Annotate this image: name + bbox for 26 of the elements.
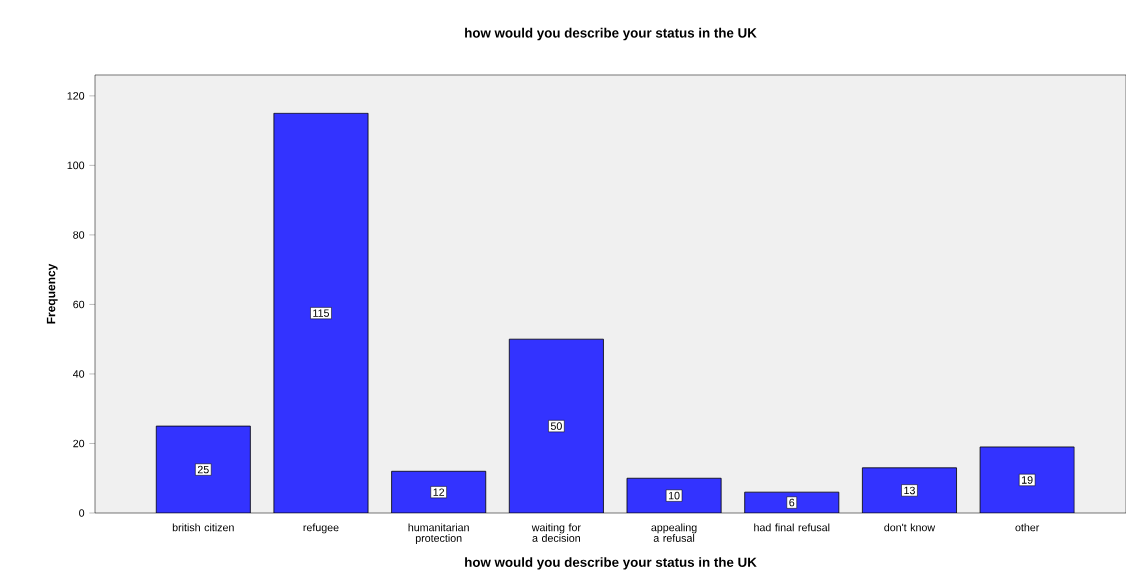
x-tick-label: refugee (303, 523, 339, 534)
x-tick-label: don't know (884, 523, 936, 532)
data-label: 25 (197, 465, 209, 474)
data-label: 19 (1022, 476, 1033, 484)
x-tick-label: british citizen (172, 523, 234, 532)
data-label: 50 (550, 422, 562, 430)
x-tick-label: had final refusal (754, 523, 830, 532)
x-tick-label: waiting for a decision (531, 523, 581, 542)
y-tick-label: 40 (72, 370, 85, 378)
data-label: 6 (789, 498, 795, 507)
chart-title: how would you describe your status in the UK (465, 27, 757, 41)
y-axis-title: Frequency (46, 263, 58, 324)
x-tick-label: appealing a refusal (651, 523, 697, 542)
data-label: 12 (433, 488, 445, 496)
x-tick-label: humanitarian protection (408, 523, 469, 545)
data-label: 13 (904, 486, 915, 495)
y-tick-label: 60 (73, 300, 85, 309)
y-tick-label: 120 (67, 92, 85, 100)
data-label: 115 (313, 309, 330, 317)
y-tick-label: 80 (73, 231, 85, 239)
x-axis-title: how would you describe your status in the UK (465, 557, 757, 570)
data-label: 10 (668, 491, 680, 500)
y-tick-label: 100 (67, 161, 85, 170)
x-tick-label: other (1015, 523, 1040, 532)
y-tick-label: 0 (79, 509, 85, 517)
y-tick-label: 20 (73, 439, 85, 448)
